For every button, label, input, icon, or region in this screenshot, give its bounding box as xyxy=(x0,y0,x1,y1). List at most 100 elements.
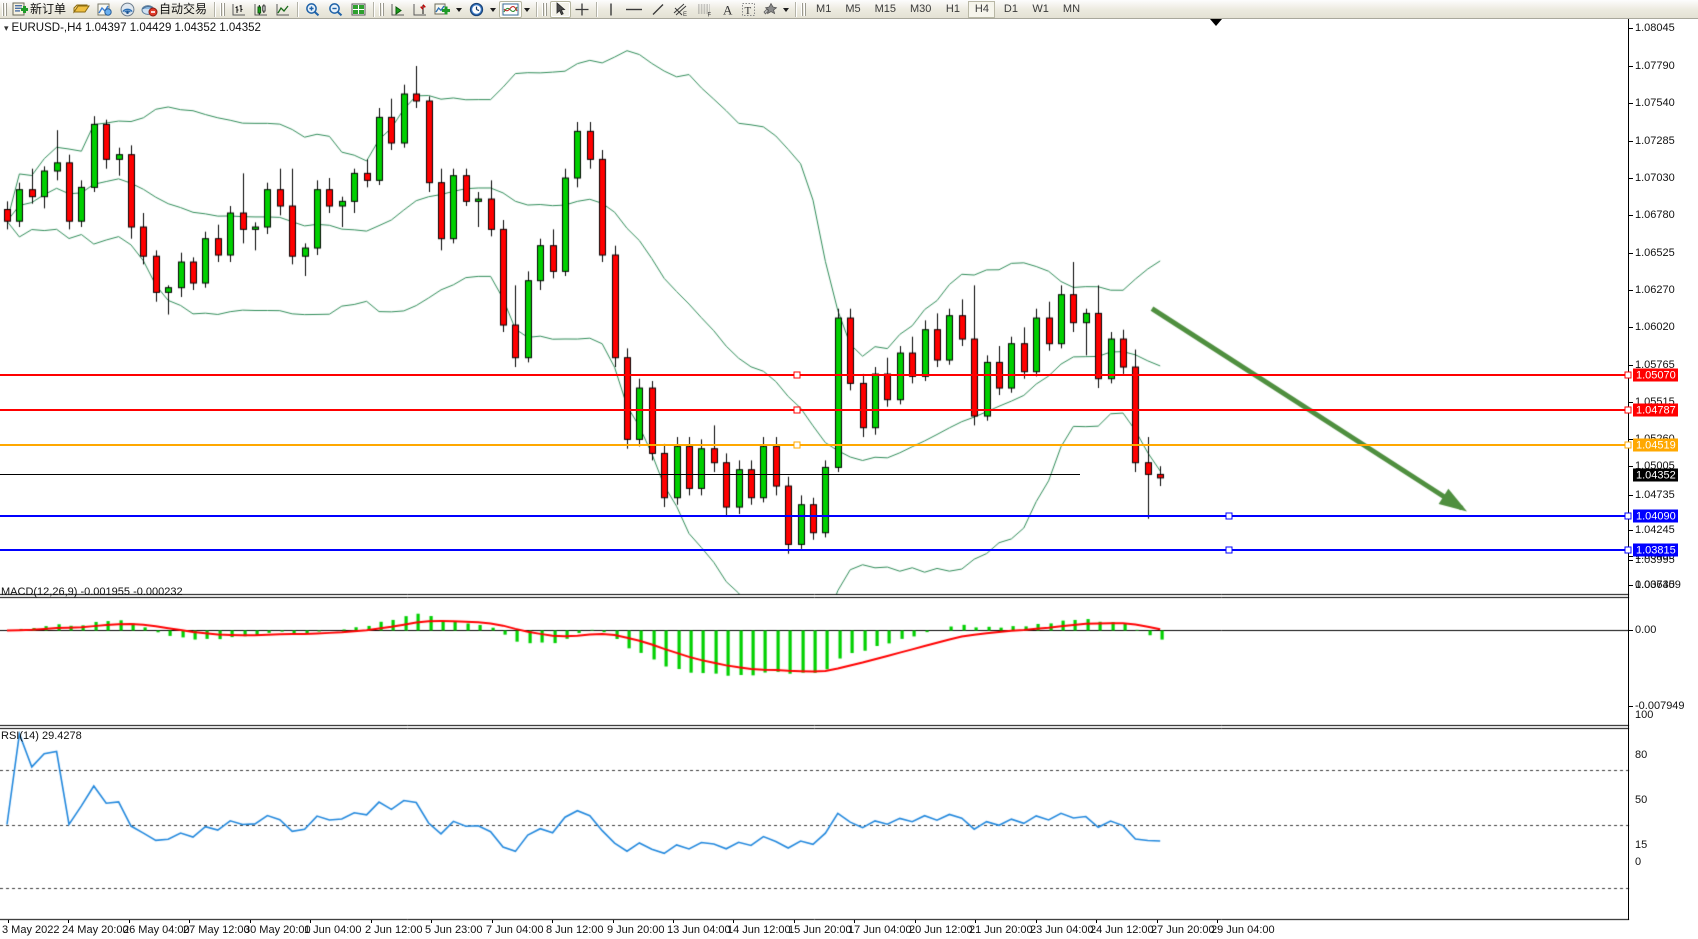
timeframe-m30[interactable]: M30 xyxy=(910,3,932,15)
metaeditor-icon xyxy=(96,2,113,17)
level-handle-1_03815[interactable] xyxy=(1225,546,1233,554)
collapse-arrow-icon[interactable]: ▾ xyxy=(4,23,9,33)
level-axis-marker-1_04787[interactable] xyxy=(1624,406,1632,414)
axis-tick xyxy=(1629,253,1633,254)
line-chart-icon xyxy=(275,2,291,17)
axis-tick xyxy=(1629,585,1633,586)
level-tag-1_04787[interactable]: 1.04787 xyxy=(1633,403,1678,417)
cursor-arrow-icon xyxy=(555,2,567,16)
autotrading-label: 自动交易 xyxy=(159,2,208,16)
toolbar-grip-timeframes[interactable] xyxy=(800,1,808,17)
time-axis-label-6: 2 Jun 12:00 xyxy=(365,924,423,936)
chart-canvas[interactable] xyxy=(0,19,1698,939)
metaeditor-button[interactable] xyxy=(93,1,116,18)
price-axis-label-1_05765: 1.05765 xyxy=(1635,359,1675,371)
level-tag-1_04519[interactable]: 1.04519 xyxy=(1633,438,1678,452)
bar-chart-button[interactable] xyxy=(228,1,250,18)
axis-tick xyxy=(1629,365,1633,366)
zoom-out-button[interactable] xyxy=(324,1,347,18)
crosshair-button[interactable] xyxy=(571,1,593,18)
level-line-1_03815[interactable] xyxy=(0,549,1629,551)
chevron-down-icon-shapes[interactable] xyxy=(783,7,790,12)
level-line-1_04352[interactable] xyxy=(0,474,1080,475)
fibonacci-retracement-icon: F xyxy=(696,2,714,17)
template-button[interactable] xyxy=(499,0,523,18)
zoom-out-icon xyxy=(327,2,344,17)
time-axis-label-10: 9 Jun 20:00 xyxy=(607,924,665,936)
level-tag-1_03815[interactable]: 1.03815 xyxy=(1633,543,1678,557)
toolbar-separator-5 xyxy=(596,1,598,17)
fibonacci-retracement-button[interactable]: F xyxy=(693,1,717,18)
axis-tick xyxy=(1629,28,1633,29)
level-handle-1_05070[interactable] xyxy=(793,371,801,379)
axis-tick xyxy=(1629,178,1633,179)
horizontal-line-button[interactable] xyxy=(621,1,647,18)
level-handle-1_04787[interactable] xyxy=(793,406,801,414)
auto-scroll-button[interactable] xyxy=(387,1,409,18)
chevron-down-icon-template[interactable] xyxy=(524,7,531,12)
candlestick-chart-button[interactable] xyxy=(250,1,272,18)
chevron-down-icon-period[interactable] xyxy=(490,7,497,12)
timeframe-mn[interactable]: MN xyxy=(1062,3,1081,15)
timeframe-m1[interactable]: M1 xyxy=(816,3,832,15)
vertical-line-button[interactable] xyxy=(600,1,621,18)
time-axis-label-12: 14 Jun 12:00 xyxy=(727,924,791,936)
level-tag-1_04352[interactable]: 1.04352 xyxy=(1633,468,1678,482)
zoom-in-button[interactable] xyxy=(301,1,324,18)
level-handle-1_04519[interactable] xyxy=(793,441,801,449)
yellow-folder-icon xyxy=(73,2,90,17)
axis-tick xyxy=(1629,560,1633,561)
level-line-1_04519[interactable] xyxy=(0,444,1629,446)
level-axis-marker-1_05070[interactable] xyxy=(1624,371,1632,379)
chevron-down-icon-indicator[interactable] xyxy=(456,7,463,12)
yellow-folder-button[interactable] xyxy=(70,1,93,18)
time-axis-label-7: 5 Jun 23:00 xyxy=(425,924,483,936)
line-chart-button[interactable] xyxy=(272,1,294,18)
tile-windows-button[interactable] xyxy=(347,1,370,18)
timeframe-h1[interactable]: H1 xyxy=(945,3,960,15)
cursor-arrow-button[interactable] xyxy=(550,0,572,18)
time-axis-label-20: 29 Jun 04:00 xyxy=(1211,924,1275,936)
period-clock-button[interactable] xyxy=(465,1,488,18)
timeframe-h4[interactable]: H4 xyxy=(968,0,996,18)
toolbar-grip-drawing[interactable] xyxy=(541,1,549,17)
price-axis-label-1_07030: 1.07030 xyxy=(1635,172,1675,184)
time-axis-tick xyxy=(1036,920,1037,923)
toolbar-grip-charttype[interactable] xyxy=(219,1,227,17)
chart-window[interactable]: ▾ EURUSD-,H4 1.04397 1.04429 1.04352 1.04… xyxy=(0,19,1698,939)
new-order-button[interactable]: 新订单 xyxy=(10,1,70,18)
toolbar-grip-trade[interactable] xyxy=(1,1,8,17)
chart-shift-button[interactable] xyxy=(409,1,431,18)
level-line-1_04090[interactable] xyxy=(0,515,1629,517)
level-tag-1_05070[interactable]: 1.05070 xyxy=(1633,368,1678,382)
time-axis-tick xyxy=(492,920,493,923)
vertical-line-icon xyxy=(604,2,618,17)
wifi-signal-button[interactable] xyxy=(116,1,139,18)
toolbar-separator-3 xyxy=(373,1,375,17)
level-tag-1_04090[interactable]: 1.04090 xyxy=(1633,509,1678,523)
trendline-button[interactable] xyxy=(647,1,669,18)
tile-windows-icon xyxy=(350,2,367,17)
level-line-1_04787[interactable] xyxy=(0,409,1629,411)
timeframe-m15[interactable]: M15 xyxy=(874,3,896,15)
level-line-1_05070[interactable] xyxy=(0,374,1629,376)
toolbar-grip-shift[interactable] xyxy=(378,1,386,17)
timeframe-d1[interactable]: D1 xyxy=(1003,3,1018,15)
text-label-button[interactable]: T xyxy=(738,1,759,18)
level-axis-marker-1_04090[interactable] xyxy=(1624,512,1632,520)
time-axis-tick xyxy=(310,920,311,923)
text-button[interactable]: A xyxy=(717,1,738,18)
level-axis-marker-1_03815[interactable] xyxy=(1624,546,1632,554)
svg-text:E: E xyxy=(683,12,687,17)
equidistant-channel-button[interactable]: E xyxy=(669,1,693,18)
price-axis[interactable]: 1.08045 1.07790 1.07540 1.07285 1.07030 1.067… xyxy=(1629,19,1698,920)
add-indicator-button[interactable] xyxy=(431,1,454,18)
timeframe-w1[interactable]: W1 xyxy=(1032,3,1049,15)
autotrading-button[interactable]: 自动交易 xyxy=(139,1,211,18)
shapes-button[interactable] xyxy=(759,1,781,18)
level-handle-1_04090[interactable] xyxy=(1225,512,1233,520)
level-axis-marker-1_04519[interactable] xyxy=(1624,441,1632,449)
timeframe-m5[interactable]: M5 xyxy=(845,3,861,15)
time-axis-tick xyxy=(1157,920,1158,923)
axis-tick xyxy=(1629,103,1633,104)
